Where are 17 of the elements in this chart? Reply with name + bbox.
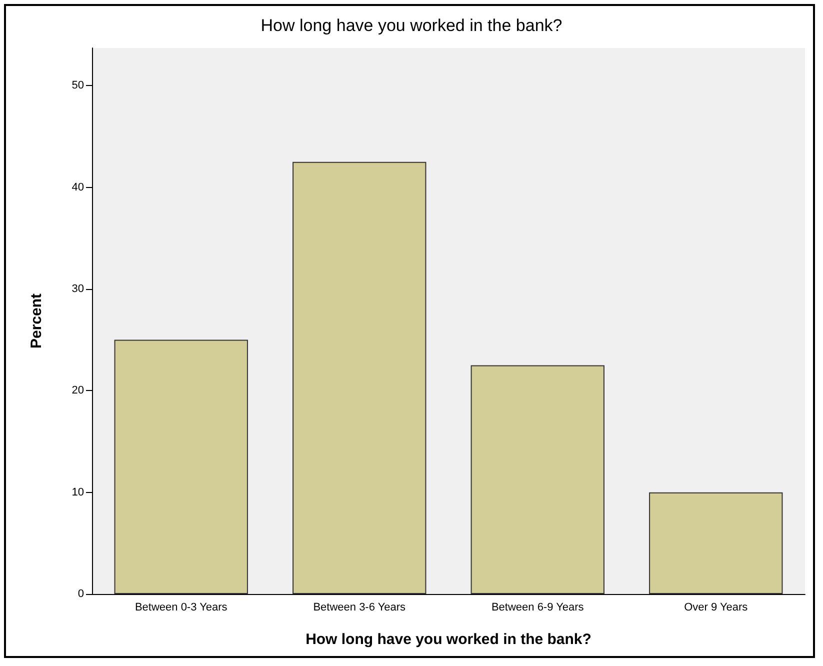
bar — [292, 162, 426, 594]
y-tick-label: 30 — [72, 282, 84, 295]
bar — [114, 340, 248, 594]
y-axis-title: Percent — [28, 293, 45, 349]
y-tick-label: 0 — [78, 588, 84, 600]
x-tick-label: Over 9 Years — [684, 602, 748, 614]
y-tick-label: 40 — [72, 181, 84, 194]
bar — [470, 365, 604, 594]
x-tick-label: Between 0-3 Years — [134, 602, 228, 614]
y-tick-label: 10 — [72, 486, 84, 498]
chart-title: How long have you worked in the bank? — [260, 16, 562, 35]
x-axis-title: How long have you worked in the bank? — [306, 631, 592, 648]
x-tick-label: Between 3-6 Years — [313, 602, 406, 614]
y-tick-label: 50 — [72, 80, 84, 92]
bar — [649, 492, 783, 594]
y-tick-label: 20 — [72, 384, 84, 397]
x-tick-label: Between 6-9 Years — [491, 602, 584, 614]
